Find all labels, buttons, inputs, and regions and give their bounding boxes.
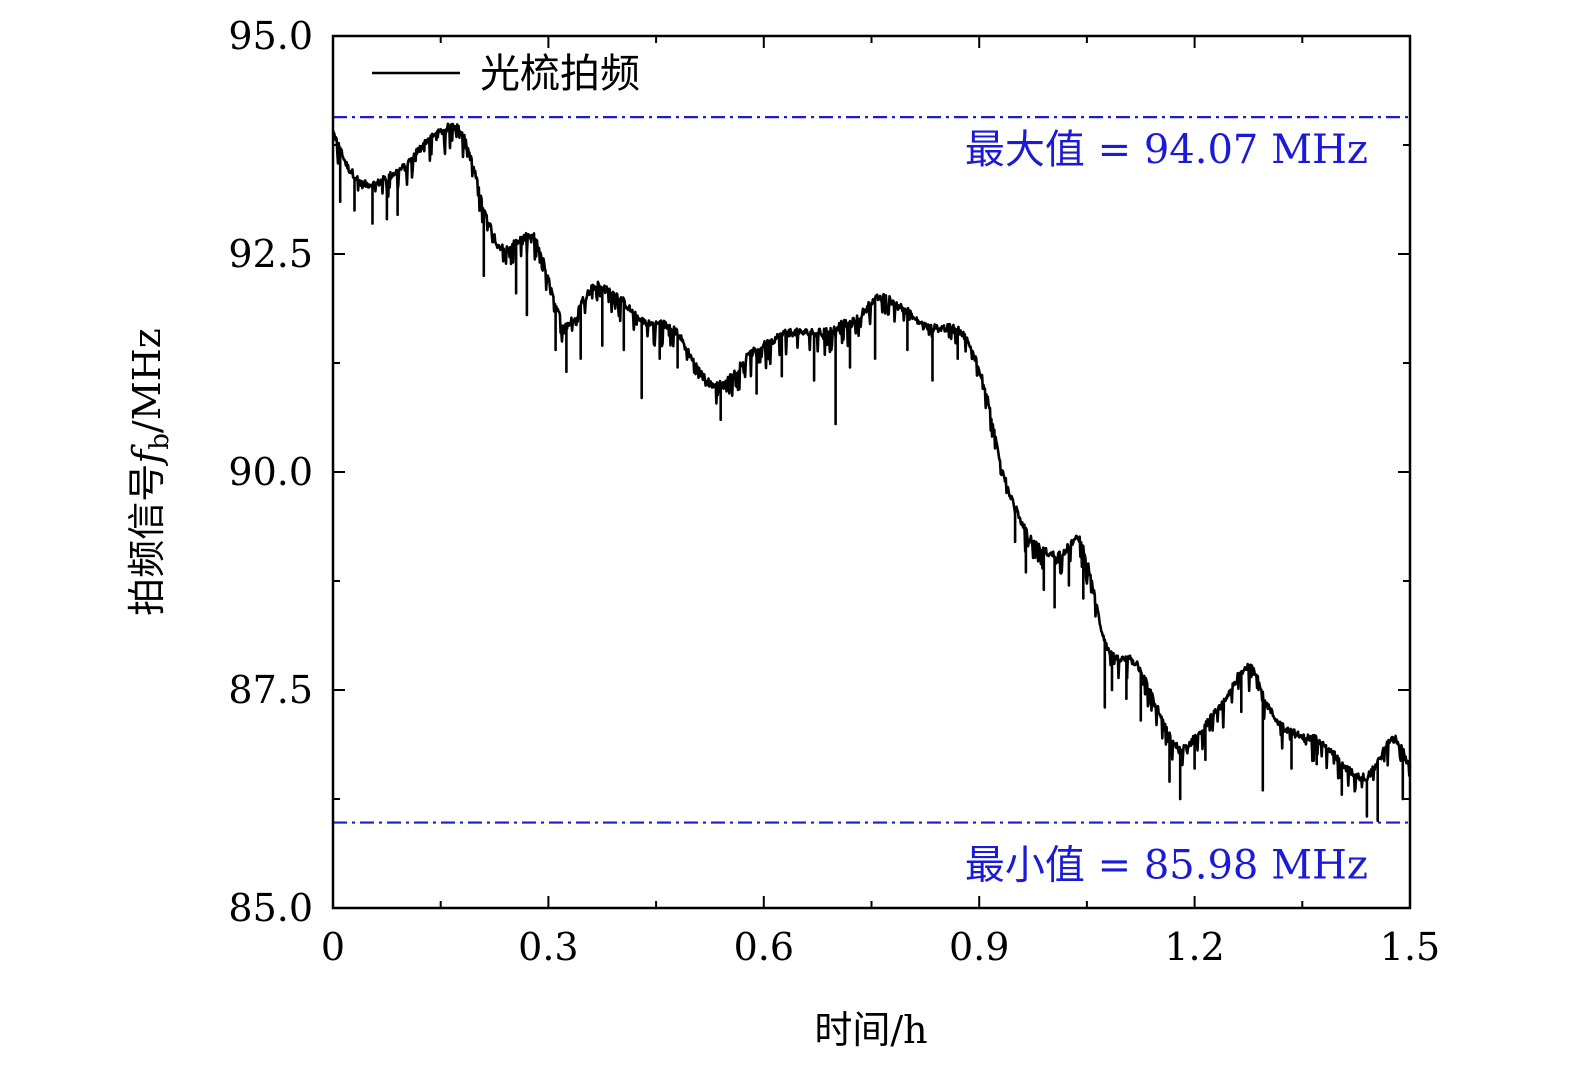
series-line-光梳拍频 <box>331 122 1412 823</box>
y-tick-label-3: 92.5 <box>228 232 313 276</box>
y-axis-title-unit: /MHz <box>125 328 169 433</box>
y-axis-title: 拍频信号fb/MHz <box>125 328 175 616</box>
y-axis-title-subscript: b <box>145 433 175 450</box>
reference-label-1: 最小值 = 85.98 MHz <box>965 843 1368 889</box>
y-tick-label-2: 90.0 <box>228 450 313 494</box>
legend: 光梳拍频 <box>372 51 640 97</box>
x-tick-label-1: 0.3 <box>518 925 578 969</box>
x-tick-label-5: 1.5 <box>1380 925 1440 969</box>
x-tick-label-4: 1.2 <box>1164 925 1224 969</box>
plot-area <box>333 36 1410 908</box>
y-tick-label-0: 85.0 <box>228 886 313 930</box>
plot-frame <box>331 34 1412 910</box>
x-tick-label-2: 0.6 <box>734 925 794 969</box>
y-axis-title-prefix: 拍频信号 <box>125 464 169 616</box>
x-tick-label-3: 0.9 <box>949 925 1009 969</box>
x-tick-label-0: 0 <box>321 925 345 969</box>
tick-labels: 0 0.3 0.6 0.9 1.2 1.5 85.0 87.5 90.0 92.5 95.0 <box>228 14 1440 969</box>
y-tick-label-1: 87.5 <box>228 668 313 712</box>
y-tick-label-4: 95.0 <box>228 14 313 58</box>
reference-label-0: 最大值 = 94.07 MHz <box>965 127 1368 173</box>
x-axis-title: 时间/h <box>814 1008 927 1052</box>
reference-lines: 最大值 = 94.07 MHz 最小值 = 85.98 MHz <box>333 115 1410 889</box>
legend-label: 光梳拍频 <box>480 51 640 97</box>
